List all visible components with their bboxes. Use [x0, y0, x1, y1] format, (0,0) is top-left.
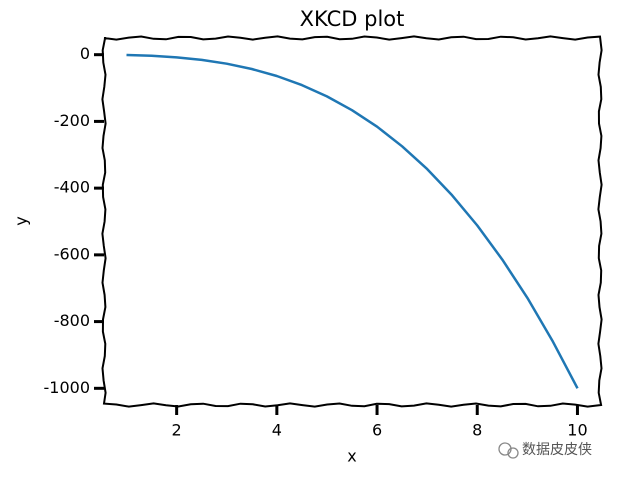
y-tick-label: -800 [54, 311, 90, 330]
y-axis-label: y [12, 216, 31, 225]
axes-frame [101, 35, 603, 408]
x-tick-label: 10 [567, 421, 587, 440]
chart-title: XKCD plot [300, 7, 405, 31]
x-tick-label: 2 [172, 421, 182, 440]
y-tick-label: -1000 [44, 378, 91, 397]
watermark-icon [498, 442, 519, 459]
x-tick-label: 4 [272, 421, 282, 440]
x-axis-label: x [347, 447, 356, 466]
x-tick-label: 8 [472, 421, 482, 440]
y-tick-label: -400 [54, 178, 90, 197]
x-tick-label: 6 [372, 421, 382, 440]
line-series [126, 53, 579, 389]
y-tick-label: -600 [54, 244, 90, 263]
y-tick-label: -200 [54, 111, 90, 130]
watermark: 数据皮皮侠 [522, 442, 592, 458]
y-tick-label: 0 [80, 44, 90, 63]
